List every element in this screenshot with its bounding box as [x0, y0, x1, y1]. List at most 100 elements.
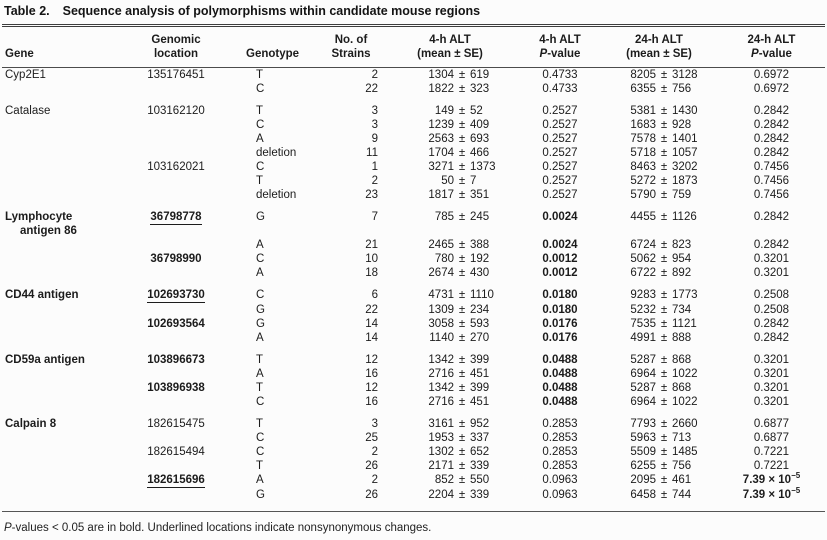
cell-4h-pvalue: 0.4733 [520, 68, 600, 83]
strains-count: 3 [371, 119, 378, 131]
cell-4h-alt-mean: 2204 ±339 [380, 488, 520, 502]
cell-gene [2, 252, 120, 266]
table-row: 182615494 C 2 1302 ±652 0.2853 5509 ±1485 0.7221 [2, 445, 825, 459]
24h-pvalue: 0.2508 [753, 304, 790, 316]
col-header-location-line1: Genomic [151, 34, 201, 46]
strains-count: 11 [366, 147, 378, 159]
24h-alt-se-value: 954 [672, 253, 692, 265]
plus-minus-sign: ± [660, 396, 668, 408]
4h-alt-mean-value: 3058 [428, 318, 454, 330]
genotype-value: C [256, 432, 265, 444]
24h-alt-mean-value: 5287 [630, 354, 656, 366]
4h-pvalue: 0.2527 [542, 105, 578, 117]
col-header-gene: Gene [2, 27, 120, 68]
4h-pvalue: 0.2527 [542, 175, 578, 187]
genotype-value: T [256, 69, 264, 81]
cell-4h-pvalue: 0.2853 [520, 409, 600, 431]
genotype-value: C [256, 119, 265, 131]
24h-alt-se-value: 2660 [672, 418, 698, 430]
4h-alt-mean-value: 1342 [428, 382, 454, 394]
cell-gene [2, 238, 120, 252]
strains-count: 14 [365, 332, 378, 344]
plus-minus-sign: ± [660, 474, 668, 486]
4h-pvalue: 0.4733 [542, 83, 578, 95]
genomic-location-value: 103896938 [147, 382, 205, 394]
cell-gene [2, 331, 120, 345]
cell-genotype: C [232, 252, 322, 266]
cell-gene [2, 118, 120, 132]
cell-gene [2, 188, 120, 202]
cell-strains: 16 [322, 367, 380, 381]
cell-genotype: G [232, 488, 322, 502]
cell-strains: 16 [322, 395, 380, 409]
plus-minus-sign: ± [458, 318, 466, 330]
cell-24h-alt-mean: 6458 ±744 [600, 488, 718, 502]
4h-alt-mean-value: 1304 [428, 69, 454, 81]
cell-4h-pvalue: 0.0012 [520, 266, 600, 280]
cell-24h-pvalue: 0.7456 [718, 160, 825, 174]
24h-alt-se-value: 759 [672, 189, 692, 201]
genomic-location-value: 135176451 [147, 69, 205, 81]
24h-pvalue: 0.2842 [753, 147, 790, 159]
cell-4h-pvalue: 0.0488 [520, 367, 600, 381]
4h-alt-se-value: 339 [470, 460, 490, 472]
cell-strains: 2 [322, 68, 380, 83]
24h-pvalue: 0.3201 [753, 253, 790, 265]
plus-minus-sign: ± [458, 119, 466, 131]
cell-4h-pvalue: 0.0012 [520, 252, 600, 266]
genotype-value: C [256, 83, 265, 95]
cell-genotype: C [232, 280, 322, 303]
col-header-strains: No. of Strains [322, 27, 380, 68]
cell-genotype: C [232, 395, 322, 409]
cell-24h-alt-mean: 8205 ±3128 [600, 68, 718, 83]
plus-minus-sign: ± [458, 368, 466, 380]
gene-name: Catalase [5, 105, 51, 117]
cell-gene: Cyp2E1 [2, 68, 120, 83]
cell-genotype: T [232, 68, 322, 83]
cell-genomic-location [120, 132, 232, 146]
cell-gene [2, 431, 120, 445]
plus-minus-sign: ± [660, 69, 668, 81]
4h-pvalue: 0.2527 [542, 119, 578, 131]
cell-4h-pvalue: 0.2527 [520, 96, 600, 118]
4h-pvalue: 0.2527 [542, 189, 578, 201]
4h-pvalue: 0.2527 [542, 147, 578, 159]
24h-pvalue: 0.6972 [753, 83, 790, 95]
cell-24h-pvalue: 0.2842 [718, 238, 825, 252]
gene-name-line2: antigen 86 [20, 225, 77, 237]
cell-genotype: T [232, 174, 322, 188]
col-header-24h-alt-line1: 24-h ALT [635, 34, 683, 46]
cell-4h-pvalue: 0.0488 [520, 345, 600, 367]
4h-alt-se-value: 52 [470, 105, 483, 117]
4h-alt-se-value: 245 [470, 211, 490, 223]
cell-24h-alt-mean: 5272 ±1873 [600, 174, 718, 188]
cell-genotype: T [232, 96, 322, 118]
cell-4h-alt-mean: 1704 ±466 [380, 146, 520, 160]
cell-genotype: G [232, 317, 322, 331]
cell-strains: 12 [322, 381, 380, 395]
genotype-value: T [256, 382, 264, 394]
plus-minus-sign: ± [458, 474, 466, 486]
table-row: CD59a antigen 103896673 T 12 1342 ±399 0.0488 5… [2, 345, 825, 367]
cell-gene [2, 146, 120, 160]
cell-genomic-location [120, 174, 232, 188]
cell-24h-pvalue: 0.2842 [718, 202, 825, 238]
cell-genomic-location [120, 395, 232, 409]
24h-alt-mean-value: 6722 [630, 267, 656, 279]
4h-pvalue: 0.0012 [542, 267, 578, 279]
plus-minus-sign: ± [660, 133, 668, 145]
24h-pvalue: 0.2842 [753, 119, 790, 131]
cell-24h-pvalue: 0.3201 [718, 266, 825, 280]
genotype-value: A [256, 368, 264, 380]
24h-pvalue: 0.3201 [753, 354, 790, 366]
plus-minus-sign: ± [660, 239, 668, 251]
cell-24h-alt-mean: 5963 ±713 [600, 431, 718, 445]
plus-minus-sign: ± [660, 446, 668, 458]
table-row: Catalase 103162120 T 3 149 ±52 0.2527 5381 ±1430… [2, 96, 825, 118]
cell-genotype: T [232, 345, 322, 367]
24h-alt-mean-value: 5287 [630, 382, 656, 394]
col-header-4h-alt-pvalue: 4-h ALT P-value [520, 27, 600, 68]
cell-4h-alt-mean: 852 ±550 [380, 473, 520, 488]
cell-4h-alt-mean: 2716 ±451 [380, 395, 520, 409]
cell-genotype: G [232, 303, 322, 317]
